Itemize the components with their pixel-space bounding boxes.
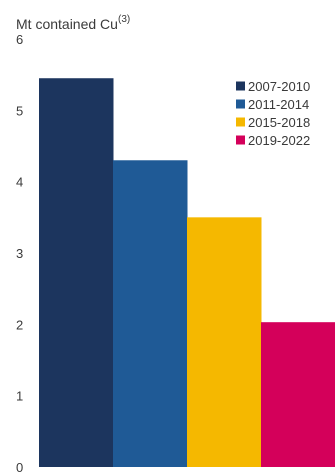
legend: 2007-2010 2011-2014 2015-2018 2019-2022 [236,79,310,148]
y-axis-label-group: Mt contained Cu (3) [16,14,130,32]
y-tick-label: 4 [16,175,23,190]
y-axis-label-superscript: (3) [118,14,130,25]
y-tick-label: 6 [16,32,23,47]
legend-label: 2011-2014 [248,97,309,112]
bar-2011-2014 [113,160,188,467]
bar-2019-2022 [261,322,335,467]
legend-label: 2007-2010 [248,79,310,94]
legend-swatch [236,99,245,109]
y-tick-label: 3 [16,246,23,261]
legend-swatch [236,81,245,91]
legend-swatch [236,117,245,127]
legend-label: 2015-2018 [248,115,310,130]
y-axis-ticks: 0 1 2 3 4 5 6 [16,32,23,472]
bars [39,78,335,467]
y-axis-label: Mt contained Cu [16,16,118,32]
legend-swatch [236,135,245,145]
y-tick-label: 1 [16,389,23,404]
bar-2015-2018 [187,217,262,467]
y-tick-label: 5 [16,103,23,118]
bar-2007-2010 [39,78,114,467]
y-tick-label: 2 [16,317,23,332]
legend-label: 2019-2022 [248,133,310,148]
y-tick-label: 0 [16,460,23,472]
